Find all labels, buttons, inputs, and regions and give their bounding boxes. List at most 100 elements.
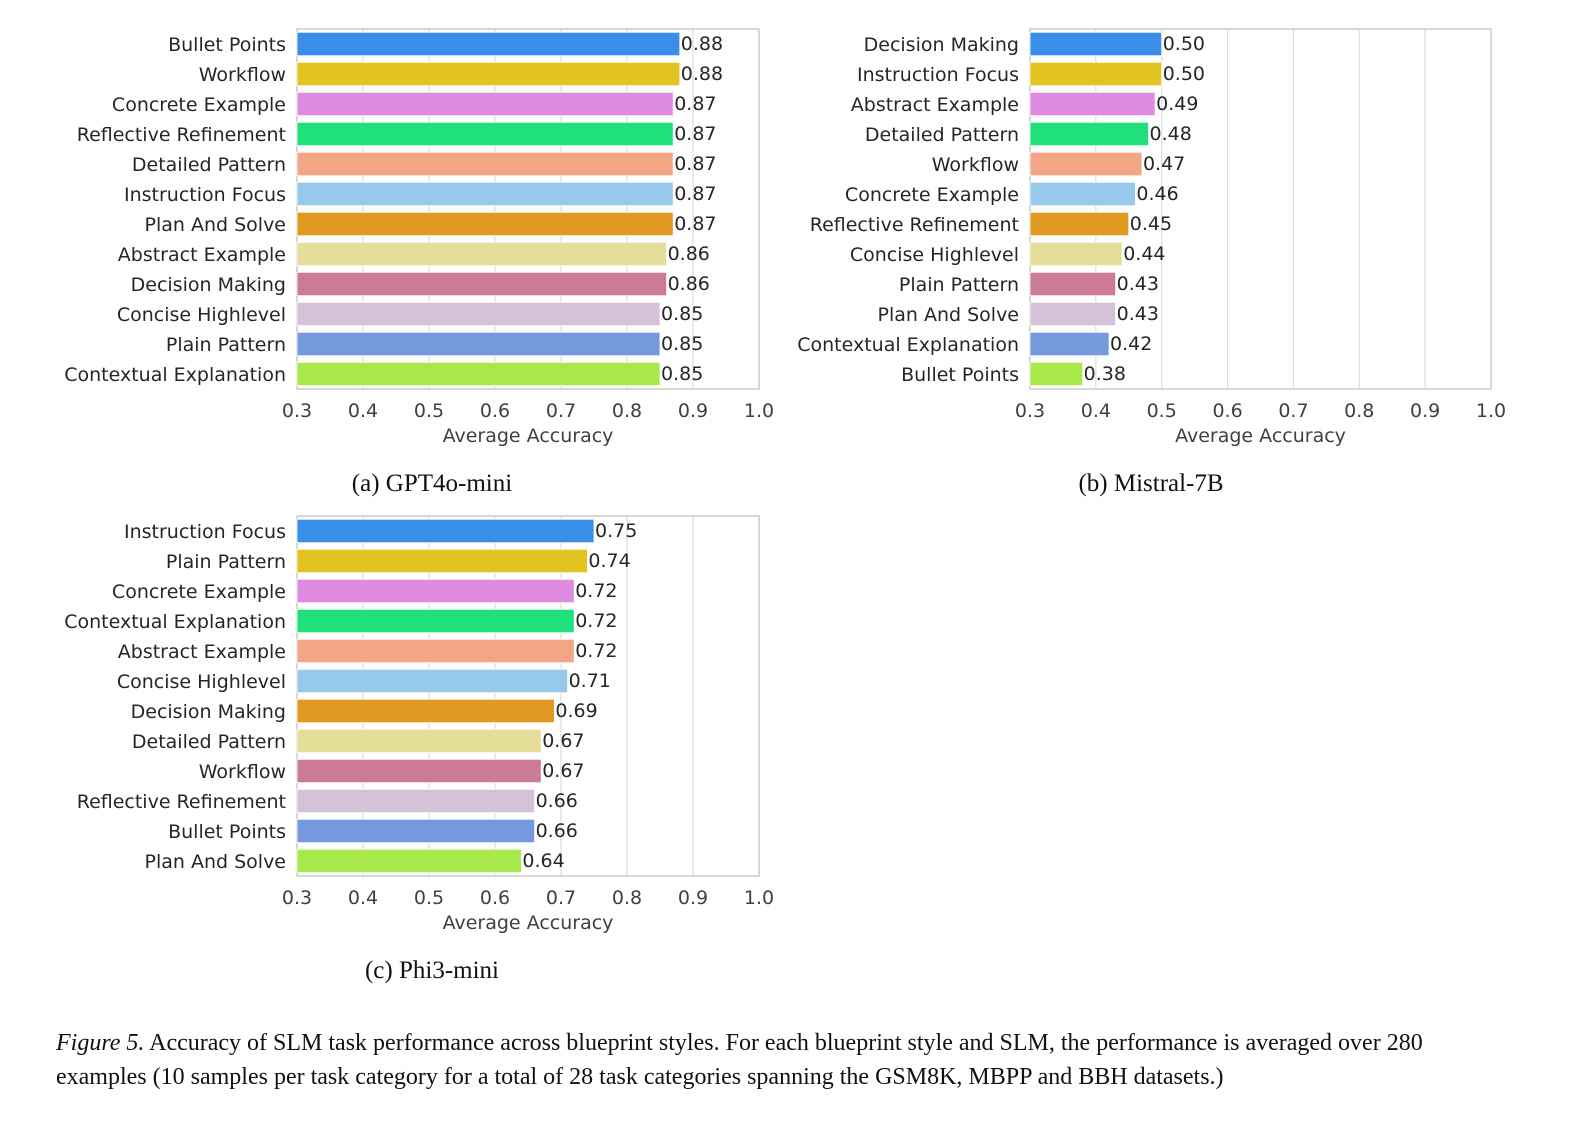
x-tick-label: 0.4 (348, 400, 378, 422)
category-label: Plain Pattern (899, 274, 1019, 296)
bar (296, 518, 595, 544)
value-label: 0.66 (536, 820, 578, 842)
bar (1029, 31, 1163, 57)
category-label: Contextual Explanation (64, 611, 286, 633)
category-label: Bullet Points (901, 364, 1019, 386)
x-tick-label: 0.6 (1212, 400, 1242, 422)
category-label: Detailed Pattern (865, 124, 1019, 146)
category-label: Workflow (199, 64, 286, 86)
x-axis-title: Average Accuracy (443, 425, 614, 447)
value-label: 0.86 (668, 243, 710, 265)
category-label: Detailed Pattern (132, 154, 286, 176)
bar (296, 728, 542, 754)
category-label: Instruction Focus (124, 184, 286, 206)
category-label: Plan And Solve (878, 304, 1020, 326)
x-tick-label: 0.5 (414, 400, 444, 422)
figure-caption-text: Accuracy of SLM task performance across … (56, 1030, 1423, 1090)
category-label: Decision Making (864, 34, 1019, 56)
x-tick-label: 0.9 (678, 887, 708, 909)
category-label: Contextual Explanation (64, 364, 286, 386)
x-tick-label: 0.8 (612, 400, 642, 422)
value-label: 0.74 (588, 550, 630, 572)
x-tick-label: 0.7 (1278, 400, 1308, 422)
category-label: Bullet Points (168, 34, 286, 56)
chart-gpt4o-mini: Bullet Points 0.88 Workflow 0.88 Concrete Ex… (64, 28, 774, 447)
bar (296, 211, 674, 237)
bar (296, 31, 681, 57)
category-label: Abstract Example (851, 94, 1019, 116)
category-label: Reflective Refinement (77, 791, 286, 813)
x-tick-label: 1.0 (1476, 400, 1506, 422)
value-label: 0.66 (536, 790, 578, 812)
bar (1029, 301, 1117, 327)
x-tick-label: 0.5 (414, 887, 444, 909)
category-label: Decision Making (131, 274, 286, 296)
value-label: 0.50 (1163, 33, 1205, 55)
value-label: 0.87 (674, 153, 716, 175)
value-label: 0.48 (1150, 123, 1192, 145)
value-label: 0.75 (595, 520, 637, 542)
x-tick-label: 0.3 (282, 887, 312, 909)
bar (1029, 241, 1123, 267)
value-label: 0.43 (1117, 273, 1159, 295)
x-axis-title: Average Accuracy (443, 912, 614, 934)
category-label: Bullet Points (168, 821, 286, 843)
category-label: Concise Highlevel (117, 671, 286, 693)
subcaption-b: (b) Mistral-7B (1078, 470, 1224, 497)
category-label: Concise Highlevel (117, 304, 286, 326)
plot-frame (296, 515, 760, 877)
value-label: 0.64 (522, 850, 564, 872)
bar (296, 548, 588, 574)
bar (296, 608, 575, 634)
x-axis-title: Average Accuracy (1175, 425, 1346, 447)
bar (296, 578, 575, 604)
bar (1029, 91, 1156, 117)
plot-frame (1029, 28, 1492, 390)
value-label: 0.67 (542, 760, 584, 782)
value-label: 0.87 (674, 123, 716, 145)
x-tick-label: 0.3 (282, 400, 312, 422)
category-label: Contextual Explanation (797, 334, 1019, 356)
bar (296, 361, 661, 387)
bar (296, 61, 681, 87)
value-label: 0.43 (1117, 303, 1159, 325)
bar (1029, 181, 1136, 207)
value-label: 0.87 (674, 183, 716, 205)
bar (1029, 121, 1149, 147)
bar (296, 818, 536, 844)
x-tick-label: 0.9 (678, 400, 708, 422)
subcaption-c: (c) Phi3-mini (364, 957, 499, 984)
category-label: Decision Making (131, 701, 286, 723)
x-tick-label: 0.6 (480, 887, 510, 909)
bar (296, 848, 522, 874)
value-label: 0.72 (575, 580, 617, 602)
bar (1029, 61, 1163, 87)
bar (296, 181, 674, 207)
value-label: 0.49 (1156, 93, 1198, 115)
value-label: 0.88 (681, 63, 723, 85)
value-label: 0.67 (542, 730, 584, 752)
bar (296, 91, 674, 117)
bar (296, 301, 661, 327)
x-tick-label: 1.0 (744, 400, 774, 422)
bar (296, 758, 542, 784)
subcaption-a: (a) GPT4o-mini (351, 470, 513, 497)
x-tick-label: 1.0 (744, 887, 774, 909)
bar (296, 151, 674, 177)
value-label: 0.86 (668, 273, 710, 295)
bar (296, 668, 569, 694)
bar (296, 271, 668, 297)
bar (1029, 211, 1130, 237)
chart-phi3-mini: Instruction Focus 0.75 Plain Pattern 0.74 Co… (64, 515, 774, 934)
bar (296, 638, 575, 664)
category-label: Workflow (932, 154, 1019, 176)
category-label: Plain Pattern (166, 551, 286, 573)
value-label: 0.88 (681, 33, 723, 55)
category-label: Plan And Solve (145, 851, 287, 873)
value-label: 0.87 (674, 93, 716, 115)
value-label: 0.38 (1084, 363, 1126, 385)
x-tick-label: 0.8 (612, 887, 642, 909)
bar (1029, 361, 1084, 387)
value-label: 0.72 (575, 610, 617, 632)
x-tick-label: 0.3 (1015, 400, 1045, 422)
